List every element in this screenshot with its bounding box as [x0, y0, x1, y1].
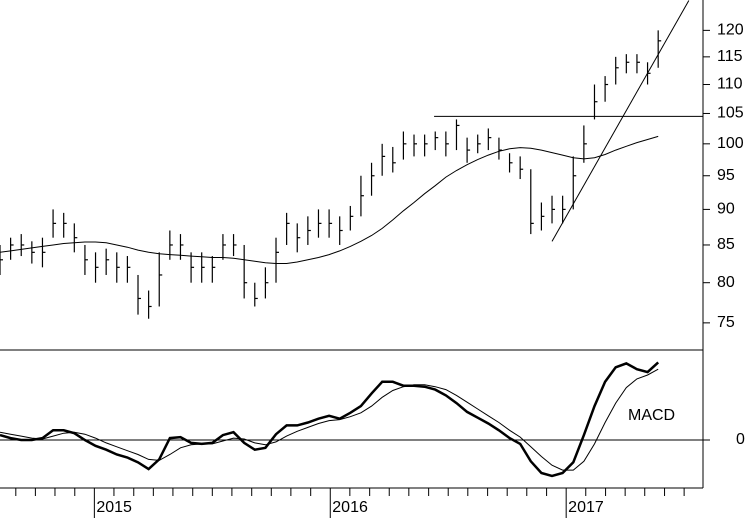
- x-tick-label: 2016: [332, 499, 368, 516]
- x-tick-label: 2017: [568, 499, 604, 516]
- y-tick-label: 75: [717, 314, 735, 331]
- y-tick-label: 100: [717, 135, 744, 152]
- macd-label: MACD: [628, 407, 675, 424]
- moving-average: [0, 135, 659, 264]
- y-tick-label: 105: [717, 105, 744, 122]
- y-tick-label: 120: [717, 22, 744, 39]
- y-tick-label: 115: [717, 48, 743, 65]
- x-tick-label: 2015: [96, 499, 132, 516]
- y-tick-label: 0: [736, 431, 745, 448]
- y-tick-label: 95: [717, 167, 735, 184]
- y-tick-label: 110: [717, 76, 743, 93]
- signal-line: [0, 368, 659, 471]
- y-tick-label: 80: [717, 274, 735, 291]
- y-tick-label: 85: [717, 236, 735, 253]
- y-tick-label: 90: [717, 201, 735, 218]
- macd-line: [0, 361, 660, 478]
- trend-line: [551, 0, 690, 242]
